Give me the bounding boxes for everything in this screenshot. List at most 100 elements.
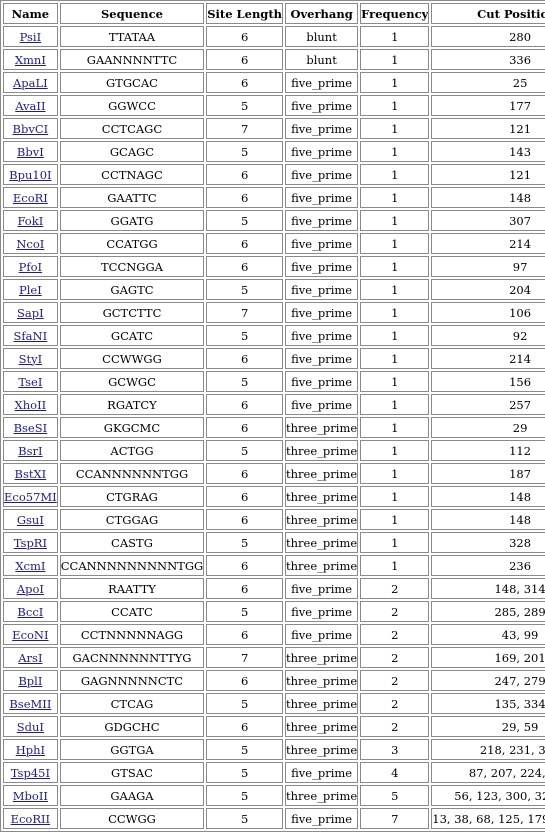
enzyme-name-cell: PleI	[3, 279, 58, 300]
enzyme-name-cell: BsrI	[3, 440, 58, 461]
header-site-length: Site Length	[206, 3, 284, 24]
enzyme-link[interactable]: GsuI	[16, 512, 44, 527]
frequency-cell: 1	[360, 348, 430, 369]
site-length-cell: 5	[206, 808, 284, 829]
enzyme-link[interactable]: BbvCI	[12, 121, 49, 136]
site-length-cell: 6	[206, 417, 284, 438]
enzyme-link[interactable]: Bpu10I	[9, 167, 52, 182]
enzyme-link[interactable]: ArsI	[18, 650, 43, 665]
table-row: SapI GCTCTTC 7 five_prime 1 106	[3, 302, 545, 323]
enzyme-link[interactable]: BseMII	[9, 696, 52, 711]
cut-positions-cell: 187	[431, 463, 545, 484]
enzyme-link[interactable]: XcmI	[15, 558, 46, 573]
cut-positions-cell: 257	[431, 394, 545, 415]
overhang-cell: five_prime	[285, 302, 359, 323]
cut-positions-cell: 214	[431, 348, 545, 369]
table-row: BbvI GCAGC 5 five_prime 1 143	[3, 141, 545, 162]
cut-positions-cell: 214	[431, 233, 545, 254]
site-length-cell: 5	[206, 762, 284, 783]
overhang-cell: three_prime	[285, 486, 359, 507]
sequence-cell: GAATTC	[59, 187, 205, 208]
enzyme-name-cell: NcoI	[3, 233, 58, 254]
cut-positions-cell: 29, 59	[431, 716, 545, 737]
enzyme-link[interactable]: BccI	[17, 604, 44, 619]
enzyme-link[interactable]: BstXI	[14, 466, 47, 481]
enzyme-link[interactable]: SfaNI	[13, 328, 48, 343]
enzyme-link[interactable]: NcoI	[16, 236, 45, 251]
cut-positions-cell: 135, 334	[431, 693, 545, 714]
overhang-cell: blunt	[285, 26, 359, 47]
header-cut-positions: Cut Positions	[431, 3, 545, 24]
overhang-cell: three_prime	[285, 440, 359, 461]
enzyme-name-cell: TspRI	[3, 532, 58, 553]
site-length-cell: 5	[206, 325, 284, 346]
frequency-cell: 1	[360, 256, 430, 277]
frequency-cell: 1	[360, 440, 430, 461]
site-length-cell: 5	[206, 785, 284, 806]
enzyme-link[interactable]: ApaLI	[13, 75, 48, 90]
table-row: EcoRII CCWGG 5 five_prime 7 13, 38, 68, 125, …	[3, 808, 545, 829]
enzyme-link[interactable]: ApoI	[16, 581, 44, 596]
table-row: SfaNI GCATC 5 five_prime 1 92	[3, 325, 545, 346]
enzyme-name-cell: SduI	[3, 716, 58, 737]
overhang-cell: five_prime	[285, 325, 359, 346]
cut-positions-cell: 247, 279	[431, 670, 545, 691]
enzyme-link[interactable]: TspRI	[13, 535, 48, 550]
enzyme-link[interactable]: SduI	[16, 719, 44, 734]
enzyme-link[interactable]: EcoRI	[12, 190, 48, 205]
overhang-cell: five_prime	[285, 72, 359, 93]
frequency-cell: 1	[360, 210, 430, 231]
cut-positions-cell: 106	[431, 302, 545, 323]
sequence-cell: GGWCC	[59, 95, 205, 116]
sequence-cell: ACTGG	[59, 440, 205, 461]
enzyme-link[interactable]: XhoII	[14, 397, 47, 412]
enzyme-link[interactable]: EcoRII	[10, 811, 51, 826]
site-length-cell: 5	[206, 279, 284, 300]
table-row: BstXI CCANNNNNNTGG 6 three_prime 1 187	[3, 463, 545, 484]
enzyme-link[interactable]: StyI	[18, 351, 43, 366]
site-length-cell: 6	[206, 187, 284, 208]
frequency-cell: 1	[360, 463, 430, 484]
sequence-cell: GAANNNNTTC	[59, 49, 205, 70]
enzyme-name-cell: XcmI	[3, 555, 58, 576]
frequency-cell: 2	[360, 693, 430, 714]
enzyme-link[interactable]: Eco57MI	[4, 489, 57, 504]
frequency-cell: 1	[360, 302, 430, 323]
overhang-cell: three_prime	[285, 739, 359, 760]
sequence-cell: GCAGC	[59, 141, 205, 162]
cut-positions-cell: 121	[431, 118, 545, 139]
enzyme-link[interactable]: BsrI	[18, 443, 43, 458]
enzyme-link[interactable]: BplI	[18, 673, 43, 688]
sequence-cell: CCANNNNNNTGG	[59, 463, 205, 484]
table-row: PleI GAGTC 5 five_prime 1 204	[3, 279, 545, 300]
enzyme-link[interactable]: SapI	[17, 305, 44, 320]
table-row: XmnI GAANNNNTTC 6 blunt 1 336	[3, 49, 545, 70]
enzyme-link[interactable]: EcoNI	[12, 627, 49, 642]
enzyme-link[interactable]: Tsp45I	[10, 765, 50, 780]
frequency-cell: 1	[360, 233, 430, 254]
enzyme-link[interactable]: PfoI	[18, 259, 43, 274]
enzyme-link[interactable]: AvaII	[15, 98, 46, 113]
overhang-cell: five_prime	[285, 601, 359, 622]
site-length-cell: 7	[206, 302, 284, 323]
enzyme-link[interactable]: BbvI	[16, 144, 44, 159]
enzyme-link[interactable]: BseSI	[13, 420, 48, 435]
sequence-cell: TTATAA	[59, 26, 205, 47]
enzyme-link[interactable]: TseI	[18, 374, 43, 389]
overhang-cell: five_prime	[285, 95, 359, 116]
enzyme-link[interactable]: XmnI	[14, 52, 46, 67]
enzyme-link[interactable]: FokI	[17, 213, 44, 228]
cut-positions-cell: 218, 231, 300	[431, 739, 545, 760]
table-row: Bpu10I CCTNAGC 6 five_prime 1 121	[3, 164, 545, 185]
enzyme-name-cell: SfaNI	[3, 325, 58, 346]
table-row: XhoII RGATCY 6 five_prime 1 257	[3, 394, 545, 415]
enzyme-link[interactable]: MboII	[12, 788, 48, 803]
enzyme-link[interactable]: PleI	[18, 282, 42, 297]
cut-positions-cell: 97	[431, 256, 545, 277]
enzyme-link[interactable]: HphI	[15, 742, 46, 757]
header-row: Name Sequence Site Length Overhang Frequ…	[3, 3, 545, 24]
enzyme-name-cell: PfoI	[3, 256, 58, 277]
overhang-cell: three_prime	[285, 693, 359, 714]
enzyme-link[interactable]: PsiI	[19, 29, 42, 44]
